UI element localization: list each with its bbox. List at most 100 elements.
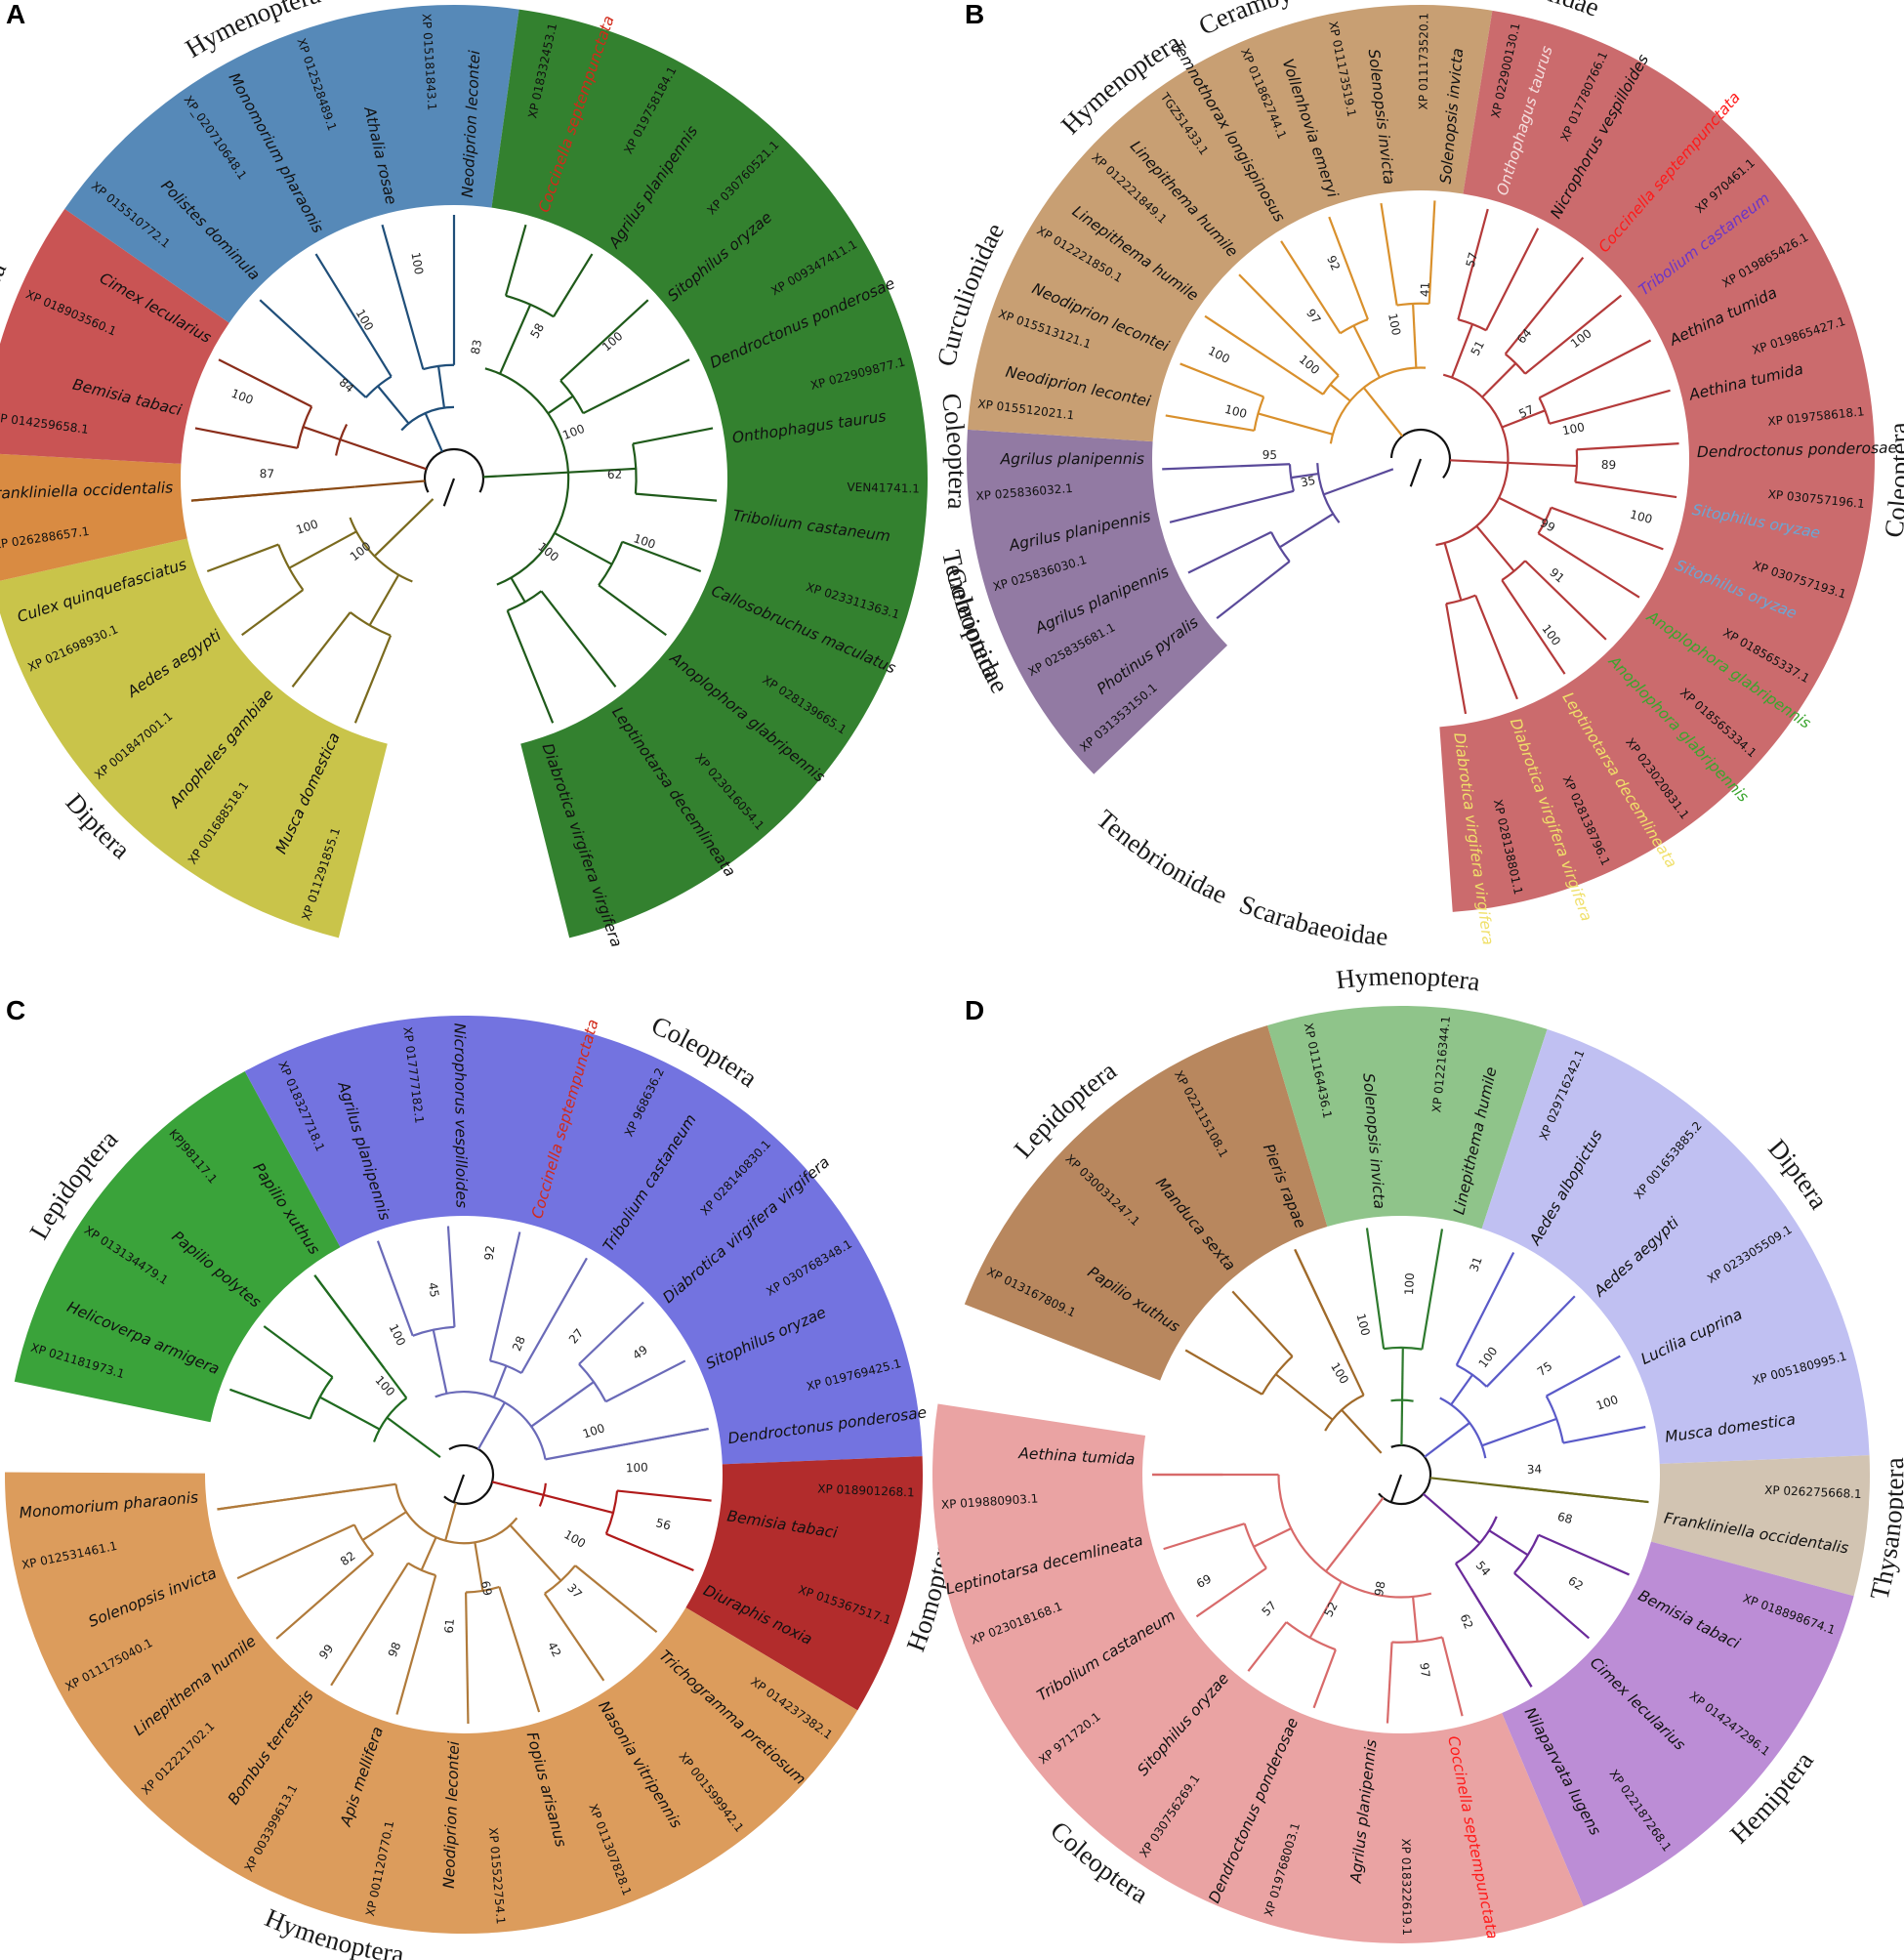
bootstrap-label: 100 bbox=[581, 1421, 606, 1440]
internal-branch bbox=[1450, 1374, 1473, 1406]
tree-branches bbox=[217, 1226, 712, 1724]
leaf-branch bbox=[1428, 200, 1436, 305]
internal-branch bbox=[323, 485, 355, 491]
leaf-branch bbox=[1524, 294, 1623, 375]
bootstrap-label: 100 bbox=[1402, 1272, 1417, 1296]
panel-letter: D bbox=[965, 995, 984, 1025]
internal-arc bbox=[604, 1490, 619, 1535]
bootstrap-label: 100 bbox=[294, 517, 319, 537]
bootstrap-label: 100 bbox=[600, 329, 625, 354]
leaf-branch bbox=[582, 358, 690, 415]
bootstrap-label: 100 bbox=[561, 1527, 588, 1551]
bootstrap-label: 54 bbox=[1473, 1559, 1494, 1579]
bootstrap-label: 100 bbox=[1223, 402, 1249, 421]
clade-stem-2 bbox=[1449, 459, 1509, 465]
clade-arc-4 bbox=[484, 367, 570, 586]
clade-stem-5 bbox=[1325, 1496, 1385, 1572]
clade-arc-0 bbox=[1324, 1394, 1365, 1432]
root-arc bbox=[443, 1443, 495, 1506]
leaf-branch bbox=[1537, 532, 1640, 599]
bootstrap-label: 83 bbox=[469, 339, 484, 355]
leaf-branch bbox=[229, 1388, 311, 1420]
bootstrap-label: 34 bbox=[1527, 1462, 1543, 1477]
clade-stem-3 bbox=[1429, 1477, 1478, 1484]
clade-stem-4 bbox=[482, 471, 569, 479]
clade-stem-2 bbox=[340, 438, 427, 471]
internal-branch bbox=[1258, 412, 1334, 436]
root-stem bbox=[1389, 1474, 1403, 1503]
leaf-branch bbox=[1294, 1248, 1345, 1354]
internal-branch bbox=[567, 467, 637, 474]
clade-arc-2 bbox=[1435, 373, 1510, 547]
internal-arc bbox=[632, 443, 638, 494]
bootstrap-label: 35 bbox=[1300, 474, 1317, 490]
internal-branch bbox=[509, 1524, 562, 1582]
bootstrap-label: 61 bbox=[442, 1618, 457, 1634]
bootstrap-label: 57 bbox=[1464, 251, 1480, 269]
clade-sector-2 bbox=[1439, 10, 1876, 912]
bootstrap-label: 52 bbox=[1321, 1600, 1340, 1619]
leaf-branch bbox=[314, 253, 393, 378]
bootstrap-label: 100 bbox=[632, 531, 657, 552]
leaf-branch bbox=[1445, 604, 1468, 715]
root-arc bbox=[1389, 428, 1452, 479]
bootstrap-values: 100 100 45 92 28 27 49 100 100 56 100 37 42 69 61 98 99 8… bbox=[316, 1244, 672, 1661]
bootstrap-label: 100 bbox=[535, 540, 561, 564]
leaf-branch bbox=[1216, 561, 1291, 620]
internal-arc bbox=[350, 611, 392, 637]
internal-arc bbox=[1501, 560, 1526, 582]
root-arc bbox=[1378, 1443, 1432, 1506]
internal-branch bbox=[432, 1329, 448, 1395]
internal-branch bbox=[554, 531, 613, 565]
bootstrap-label: 62 bbox=[1566, 1573, 1586, 1593]
accession-id: XP 011173520.1 bbox=[1417, 13, 1431, 110]
bootstrap-label: 97 bbox=[1304, 307, 1323, 327]
clade-arc-3 bbox=[400, 405, 455, 432]
bootstrap-label: 100 bbox=[1206, 344, 1232, 366]
internal-branch bbox=[436, 365, 446, 408]
internal-branch bbox=[545, 1450, 588, 1461]
clade-sector-2 bbox=[685, 1456, 923, 1711]
internal-branch bbox=[1498, 496, 1547, 522]
internal-branch bbox=[1352, 324, 1382, 378]
leaf-branch bbox=[1549, 389, 1671, 425]
bootstrap-label: 100 bbox=[1594, 1393, 1620, 1413]
clade-stem-2 bbox=[1424, 1422, 1470, 1458]
internal-arc bbox=[1513, 1534, 1540, 1574]
bootstrap-label: 92 bbox=[482, 1244, 498, 1261]
leaf-branch bbox=[498, 1586, 541, 1713]
leaf-branch bbox=[598, 584, 667, 637]
bootstrap-label: 69 bbox=[478, 1580, 495, 1598]
leaf-branch bbox=[1513, 1572, 1591, 1640]
leaf-branch bbox=[1180, 362, 1264, 398]
order-label: Thysanoptera bbox=[1864, 1457, 1904, 1603]
leaf-branch bbox=[446, 1226, 456, 1327]
bootstrap-label: 51 bbox=[1469, 338, 1487, 357]
leaf-branch bbox=[632, 427, 714, 445]
clade-arc-2 bbox=[335, 423, 349, 456]
leaf-branch bbox=[1187, 530, 1272, 574]
internal-arc bbox=[1574, 449, 1579, 482]
bootstrap-label: 100 bbox=[229, 387, 255, 407]
accession-id: XP 015181843.1 bbox=[420, 13, 439, 110]
leaf-branch bbox=[1457, 208, 1489, 320]
leaf-branch bbox=[540, 590, 617, 688]
bootstrap-label: 100 bbox=[1353, 1313, 1372, 1338]
bootstrap-label: 56 bbox=[654, 1516, 672, 1532]
clade-stem-1 bbox=[354, 480, 426, 488]
bootstrap-label: 87 bbox=[260, 467, 275, 480]
leaf-branch bbox=[1485, 228, 1540, 331]
leaf-branch bbox=[395, 1574, 437, 1715]
internal-branch bbox=[1329, 383, 1351, 402]
bootstrap-label: 69 bbox=[1194, 1571, 1214, 1591]
leaf-branch bbox=[1365, 1228, 1386, 1350]
internal-arc bbox=[1383, 1346, 1423, 1351]
internal-branch bbox=[499, 304, 532, 375]
internal-arc bbox=[1456, 1363, 1488, 1388]
leaf-branch bbox=[1231, 1290, 1294, 1357]
accession-id: VEN41741.1 bbox=[847, 480, 920, 496]
leaf-branch bbox=[263, 1325, 334, 1379]
bootstrap-label: 92 bbox=[1324, 254, 1343, 273]
bootstrap-label: 62 bbox=[607, 468, 623, 481]
